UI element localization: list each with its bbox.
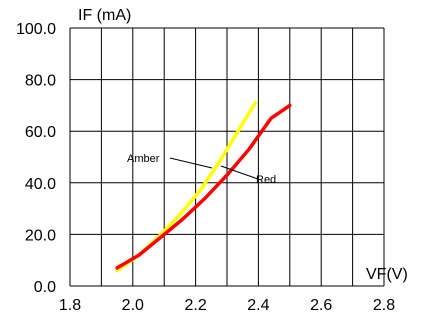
y-tick-label: 20.0: [25, 227, 56, 244]
y-tick-label: 0.0: [34, 279, 56, 296]
annotation-amber: Amber: [127, 153, 213, 169]
series-lines: [115, 101, 292, 273]
y-tick-label: 60.0: [25, 124, 56, 141]
series-line-red: [115, 103, 292, 270]
x-tick-label: 2.0: [122, 297, 144, 314]
y-tick-label: 80.0: [25, 73, 56, 90]
red-leader-line: [220, 165, 259, 180]
x-tick-label: 2.2: [184, 297, 206, 314]
x-tick-label: 2.4: [247, 297, 269, 314]
series-line-amber: [115, 101, 258, 273]
amber-leader-line: [169, 157, 213, 169]
red-label: Red: [256, 174, 276, 186]
annotation-red: Red: [220, 165, 276, 186]
y-tick-label: 40.0: [25, 176, 56, 193]
x-tick-label: 2.8: [373, 297, 395, 314]
y-tick-label: 100.0: [16, 21, 56, 38]
x-tick-label: 2.6: [310, 297, 332, 314]
amber-label: Amber: [127, 153, 160, 165]
x-axis-title: VF(V): [366, 266, 408, 283]
x-tick-label: 1.8: [59, 297, 81, 314]
y-axis-title: IF (mA): [78, 7, 131, 24]
grid: [69, 27, 385, 287]
tick-labels: 1.8 2.0 2.2 2.4 2.6 2.8 0.0 20.0 40.0 60.0 80.0 100…: [16, 21, 395, 314]
